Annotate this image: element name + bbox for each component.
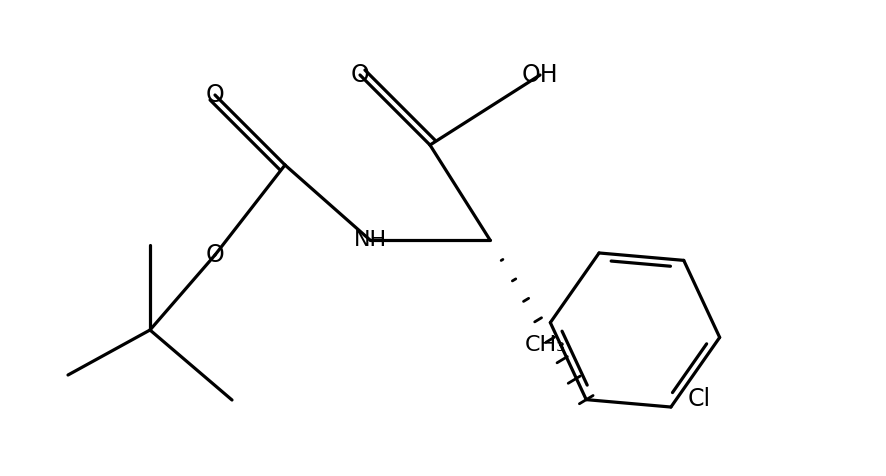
Text: O: O — [206, 243, 224, 267]
Text: Cl: Cl — [688, 387, 711, 411]
Text: OH: OH — [522, 63, 558, 87]
Text: O: O — [206, 83, 224, 107]
Text: O: O — [351, 63, 369, 87]
Text: NH: NH — [354, 230, 386, 250]
Text: CH₃: CH₃ — [525, 335, 566, 355]
